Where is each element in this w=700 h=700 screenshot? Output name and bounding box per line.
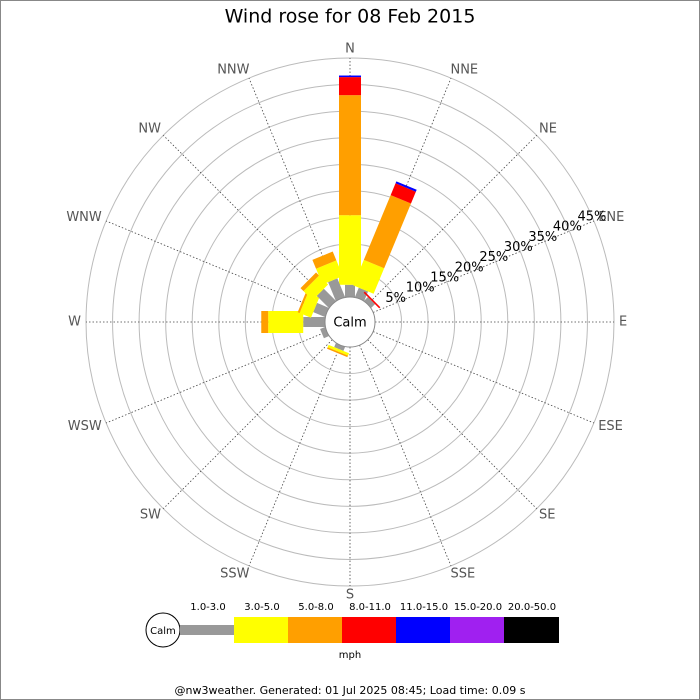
bar-segment [299,292,320,318]
bar-segment [312,251,337,269]
bar-segment [334,343,346,351]
bar-segment [300,272,320,292]
calm-label: Calm [333,316,366,331]
spoke [367,135,537,305]
y-tick-label: 25% [479,250,508,265]
direction-label: NNW [217,62,249,77]
bar-segment [327,347,348,358]
legend-label: 15.0-20.0 [454,602,502,613]
footer: @nw3weather. Generated: 01 Jul 2025 08:4… [175,684,526,697]
y-tick-label: 10% [406,281,435,296]
legend-swatch [234,617,289,643]
bar-segment [320,326,329,339]
bar-segment [339,215,361,285]
direction-label: NW [138,121,161,136]
bar-segment [339,77,361,96]
bar-segment [339,75,361,78]
spoke [372,331,595,424]
y-tick-label: 20% [455,260,484,275]
legend-swatch [342,617,397,643]
legend-swatch [450,617,505,643]
spoke [163,135,333,305]
legend-calm-label: Calm [150,626,176,637]
bar-segment [328,278,346,301]
bar-segment [363,195,411,269]
bar-segment [303,317,325,327]
legend-label: 5.0-8.0 [298,602,333,613]
bar-segment [353,259,385,294]
direction-label: ESE [598,419,623,434]
spoke [105,331,328,424]
y-tick-label: 40% [553,220,582,235]
spoke [163,339,333,509]
direction-label: NE [539,121,557,136]
bar-segment [313,302,329,318]
legend-label: 3.0-5.0 [244,602,279,613]
y-tick-label: 30% [504,240,533,255]
bar-segment [345,284,355,297]
bar-segment [395,181,417,192]
direction-label: E [619,315,627,330]
chart-title: Wind rose for 08 Feb 2015 [225,6,476,28]
legend-swatch [288,617,343,643]
legend-label: 20.0-50.0 [508,602,556,613]
bar-segment [297,291,309,314]
spoke [372,220,595,313]
bar-segment [316,288,336,308]
bar-segment [390,183,416,204]
direction-label: WNW [66,210,102,225]
bar-segment [268,311,304,333]
direction-label: ENE [598,210,624,225]
y-tick-label: 35% [528,230,557,245]
legend-swatch [180,625,235,635]
y-tick-label: 45% [577,209,606,224]
bar-segment [364,297,375,308]
spoke [105,220,328,313]
legend-label: 11.0-15.0 [400,602,448,613]
direction-label: N [345,42,355,57]
spoke [248,344,341,567]
legend-swatch [396,617,451,643]
direction-label: SW [140,508,161,523]
bar-segment [327,344,349,356]
direction-label: NNE [450,62,478,77]
legend-label: 1.0-3.0 [190,602,225,613]
bar-segment [339,95,361,216]
bar-segment [316,260,343,285]
legend-label: 8.0-11.0 [349,602,391,613]
spoke [367,339,537,509]
bar-segment [261,311,269,333]
bar-segment [363,291,381,309]
direction-label: SSE [450,567,475,582]
bar-segment [354,287,369,301]
spoke [359,344,452,567]
direction-label: SE [539,508,555,523]
unit-label: mph [339,650,361,661]
direction-label: SSW [220,567,250,582]
y-tick-label: 15% [430,270,459,285]
direction-label: W [68,315,81,330]
legend-swatch [504,617,559,643]
y-tick-label: 5% [385,291,406,306]
calm-circle [324,296,376,348]
direction-label: S [346,588,354,603]
direction-label: WSW [68,419,102,434]
